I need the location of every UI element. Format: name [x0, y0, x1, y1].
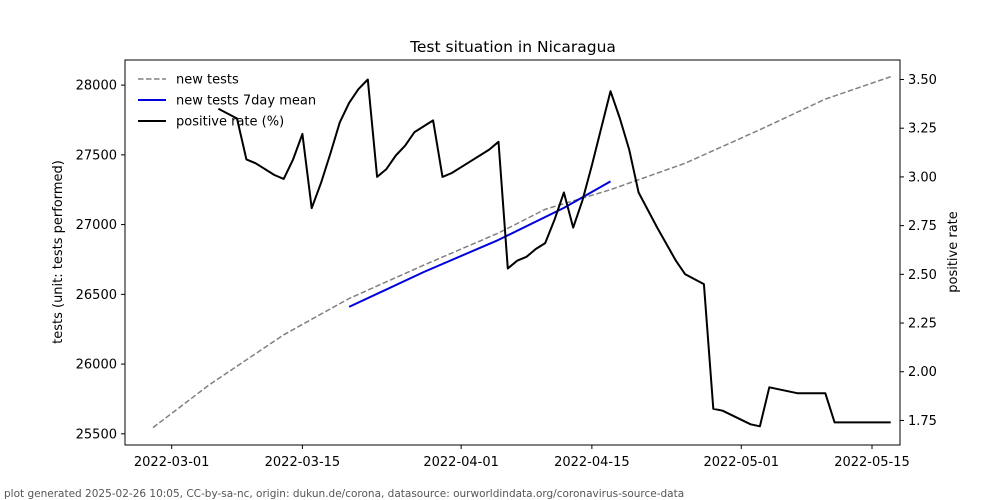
series-line-2: [217, 78, 891, 428]
y-axis-right-label: positive rate: [946, 211, 961, 293]
series-line-1: [348, 180, 611, 308]
legend: new tests new tests 7day mean positive rat…: [138, 73, 316, 130]
series-line-0: [152, 75, 891, 429]
y-axis-right: 1.75 2.00 2.25 2.50 2.75 3.00 3.25 3.50: [900, 73, 937, 429]
y-right-tick-label: 2.25: [908, 317, 937, 332]
y-left-tick-label: 28000: [76, 79, 117, 94]
y-axis-left-label: tests (unit: tests performed): [51, 160, 66, 344]
x-tick-label: 2022-03-01: [134, 455, 210, 470]
x-tick-label: 2022-05-15: [834, 455, 910, 470]
legend-label-1: new tests 7day mean: [176, 94, 316, 109]
y-left-tick-label: 26000: [76, 358, 117, 373]
y-right-tick-label: 2.00: [908, 365, 937, 380]
series-layer: [152, 75, 891, 429]
x-tick-label: 2022-04-15: [554, 455, 630, 470]
x-tick-label: 2022-05-01: [703, 455, 779, 470]
y-right-tick-label: 2.50: [908, 268, 937, 283]
x-axis: 2022-03-01 2022-03-15 2022-04-01 2022-04-15…: [134, 445, 910, 470]
y-left-tick-label: 25500: [76, 427, 117, 442]
y-left-tick-label: 26500: [76, 288, 117, 303]
x-tick-label: 2022-03-15: [265, 455, 341, 470]
y-right-tick-label: 2.75: [908, 219, 937, 234]
footer-note: plot generated 2025-02-26 10:05, CC-by-s…: [4, 488, 685, 500]
x-tick-label: 2022-04-01: [423, 455, 499, 470]
y-left-tick-label: 27000: [76, 218, 117, 233]
legend-label-2: positive rate (%): [176, 115, 284, 130]
y-right-tick-label: 3.00: [908, 170, 937, 185]
y-left-tick-label: 27500: [76, 148, 117, 163]
y-axis-left: 25500 26000 26500 27000 27500 28000: [76, 79, 125, 442]
chart-title: Test situation in Nicaragua: [409, 38, 616, 56]
legend-label-0: new tests: [176, 73, 239, 88]
y-right-tick-label: 3.50: [908, 73, 937, 88]
y-right-tick-label: 1.75: [908, 414, 937, 429]
y-right-tick-label: 3.25: [908, 122, 937, 137]
plot-frame: [124, 59, 901, 446]
